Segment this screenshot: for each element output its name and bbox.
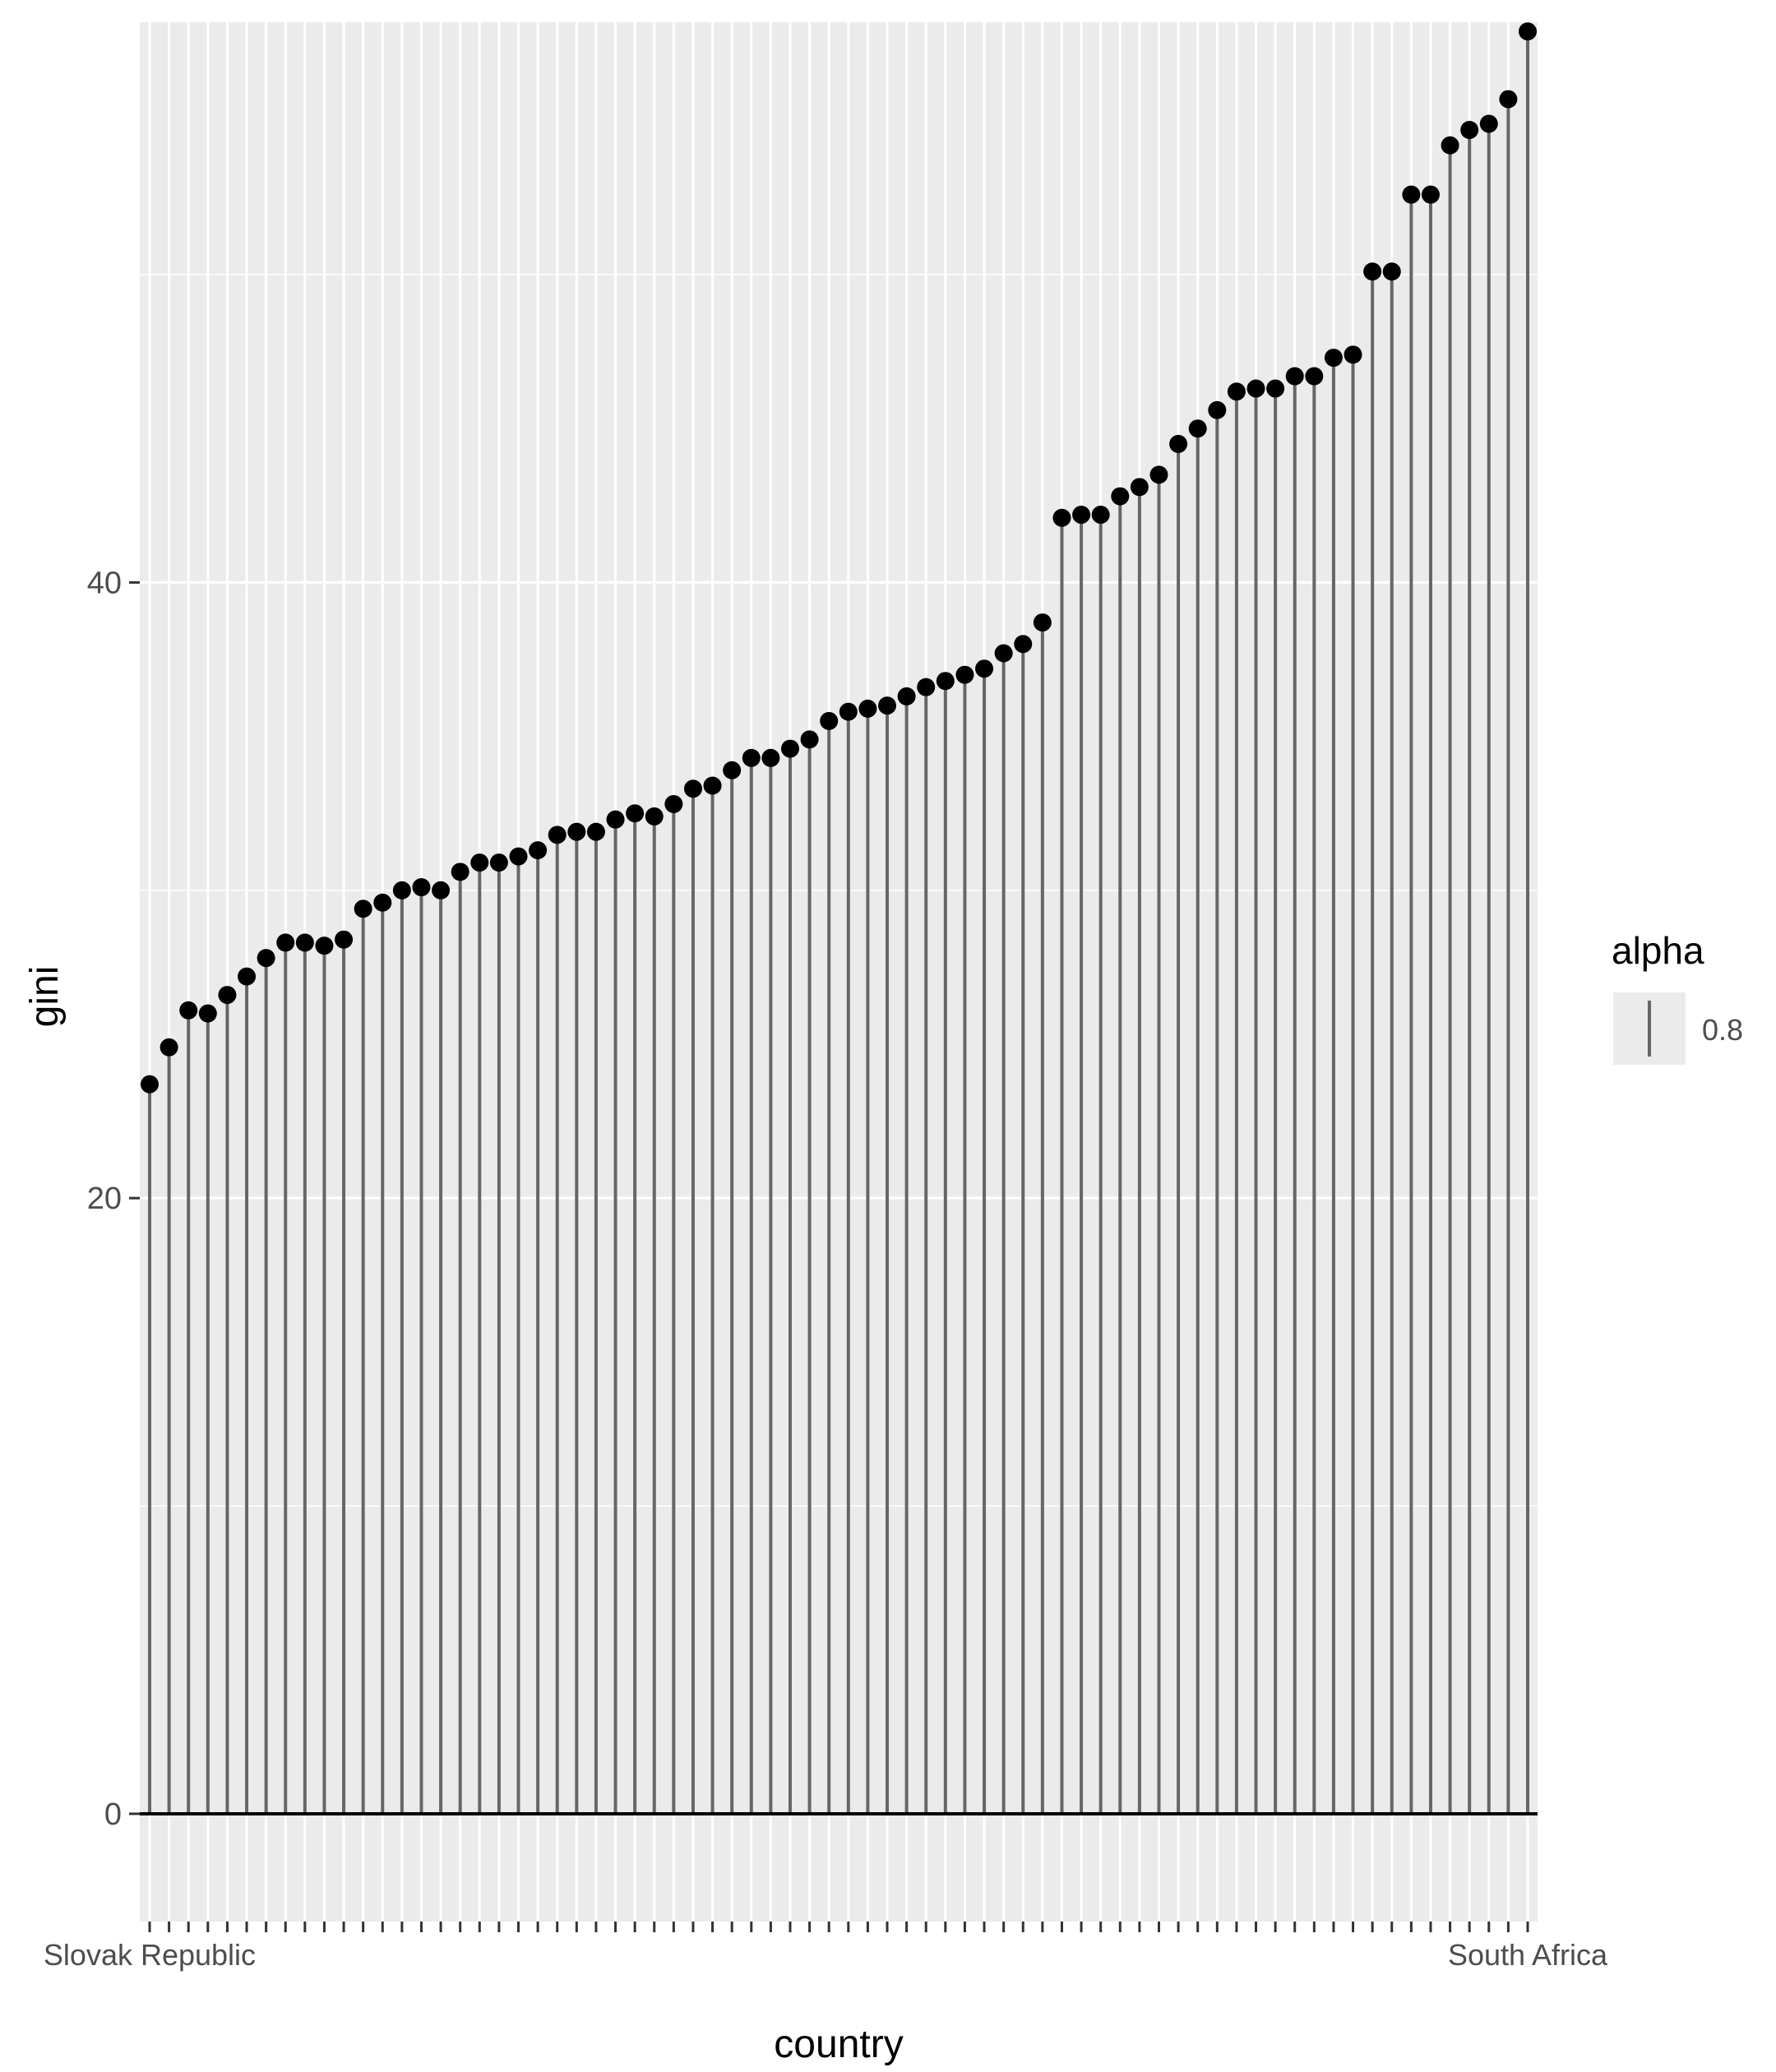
lollipop-point — [1421, 185, 1440, 204]
legend-item-label: 0.8 — [1702, 1013, 1743, 1047]
lollipop-point — [878, 696, 897, 715]
lollipop-point — [664, 794, 683, 813]
lollipop-point — [955, 665, 974, 684]
lollipop-point — [1519, 22, 1537, 41]
lollipop-points — [141, 22, 1537, 1094]
lollipop-point — [451, 863, 469, 881]
lollipop-point — [839, 702, 858, 721]
lollipop-point — [1208, 400, 1227, 419]
lollipop-point — [975, 659, 994, 678]
y-tick-label: 40 — [87, 566, 122, 600]
lollipop-point — [936, 672, 955, 691]
lollipop-point — [780, 739, 799, 758]
lollipop-point — [626, 804, 645, 823]
lollipop-point — [412, 878, 431, 897]
lollipop-point — [897, 687, 916, 705]
lollipop-point — [238, 967, 257, 986]
lollipop-point — [1227, 382, 1246, 401]
y-axis: 0 20 40 — [87, 566, 140, 1832]
lollipop-point — [1169, 434, 1188, 453]
lollipop-point — [703, 776, 722, 795]
lollipop-point — [373, 893, 392, 912]
y-tick-label: 0 — [104, 1797, 122, 1832]
lollipop-point — [1363, 262, 1382, 281]
y-tick-label: 20 — [87, 1182, 122, 1216]
x-axis: Slovak Republic South Africa — [44, 1922, 1608, 1972]
lollipop-point — [1033, 613, 1052, 632]
x-tick-label-first: Slovak Republic — [44, 1938, 256, 1972]
lollipop-point — [1072, 506, 1091, 525]
lollipop-point — [160, 1038, 178, 1057]
lollipop-point — [1266, 379, 1285, 398]
lollipop-point — [1499, 90, 1518, 109]
lollipop-point — [1382, 262, 1401, 281]
legend: alpha 0.8 — [1612, 929, 1743, 1065]
lollipop-point — [354, 900, 372, 918]
lollipop-point — [567, 822, 586, 841]
lollipop-point — [548, 826, 567, 844]
lollipop-point — [257, 949, 275, 968]
lollipop-point — [218, 986, 237, 1005]
lollipop-point — [917, 678, 936, 696]
lollipop-point — [1402, 185, 1421, 204]
lollipop-point — [1149, 465, 1168, 484]
lollipop-point — [198, 1004, 217, 1023]
lollipop-point — [1014, 635, 1033, 654]
lollipop-point — [742, 748, 761, 767]
lollipop-point — [335, 930, 354, 949]
lollipop-point — [761, 748, 780, 767]
lollipop-point — [276, 933, 295, 952]
lollipop-point — [1285, 367, 1304, 386]
lollipop-point — [470, 853, 489, 872]
lollipop-point — [606, 810, 625, 829]
y-axis-title: gini — [23, 966, 67, 1028]
lollipop-point — [179, 1001, 198, 1020]
lollipop-point — [1091, 506, 1110, 525]
lollipop-point — [1324, 349, 1343, 368]
lollipop-point — [529, 841, 548, 860]
lollipop-point — [1305, 367, 1324, 386]
lollipop-point — [1479, 114, 1498, 133]
lollipop-point — [1344, 345, 1362, 364]
lollipop-point — [432, 881, 451, 900]
lollipop-point — [820, 711, 839, 730]
lollipop-point — [1111, 487, 1130, 506]
plot-panel — [140, 22, 1538, 1922]
lollipop-point — [1441, 136, 1459, 155]
lollipop-point — [489, 853, 508, 872]
lollipop-point — [586, 822, 605, 841]
lollipop-point — [800, 730, 819, 749]
lollipop-point — [509, 847, 528, 866]
lollipop-point — [1188, 419, 1207, 438]
lollipop-point — [683, 779, 702, 798]
lollipop-segments — [148, 31, 1529, 1814]
lollipop-point — [994, 644, 1013, 663]
lollipop-point — [1130, 478, 1149, 497]
legend-title: alpha — [1612, 929, 1704, 972]
lollipop-point — [392, 881, 411, 900]
x-tick-label-last: South Africa — [1448, 1938, 1608, 1972]
lollipop-point — [315, 937, 334, 955]
lollipop-point — [858, 699, 877, 718]
lollipop-point — [723, 761, 742, 779]
x-axis-title: country — [774, 2023, 903, 2066]
lollipop-point — [1460, 121, 1479, 140]
lollipop-point — [1246, 379, 1265, 398]
lollipop-point — [141, 1075, 159, 1094]
lollipop-point — [295, 933, 314, 952]
lollipop-point — [645, 807, 664, 826]
lollipop-point — [1052, 508, 1071, 527]
